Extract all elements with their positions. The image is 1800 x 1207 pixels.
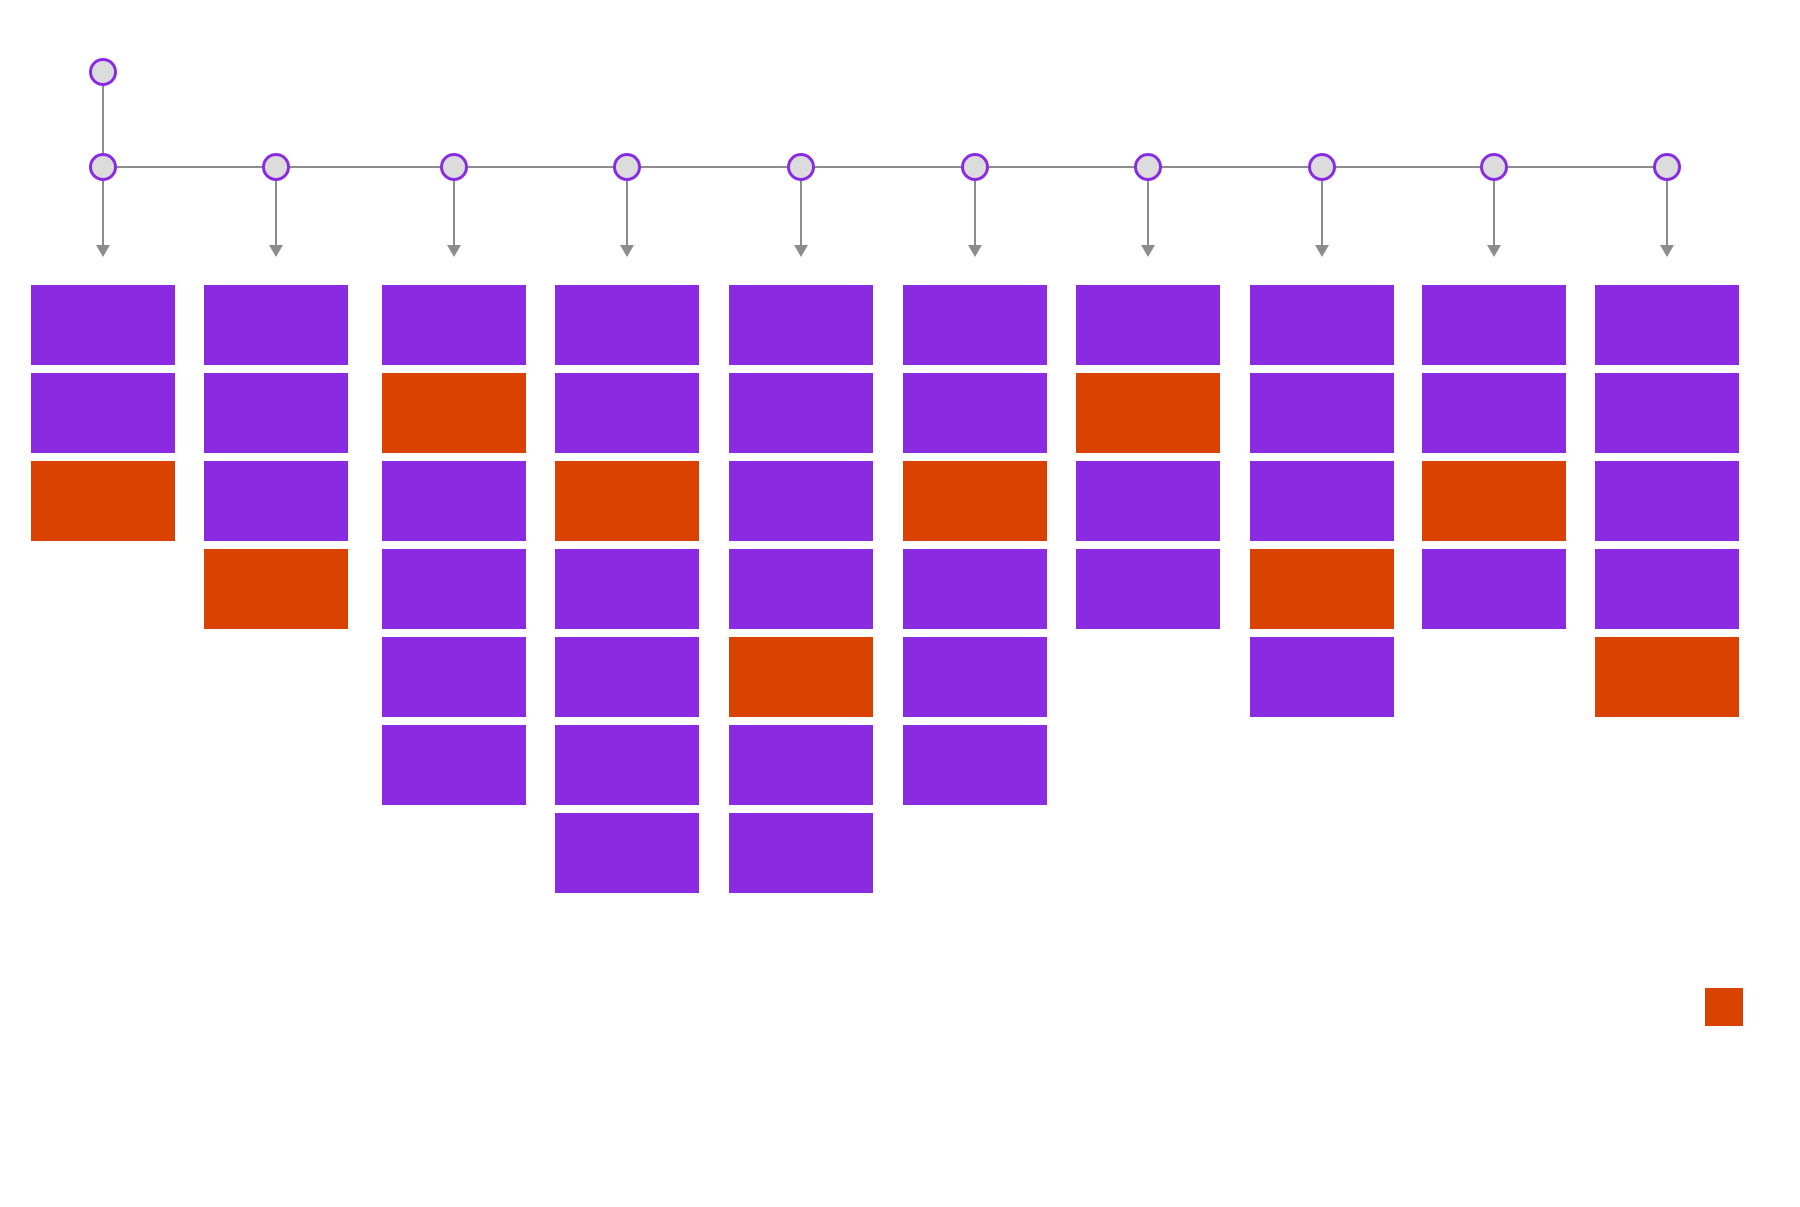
block-default-col-10-2 (1595, 373, 1739, 453)
block-default-col-4-4 (555, 549, 699, 629)
block-default-col-1-1 (31, 285, 175, 365)
arrow-head-col-5 (794, 245, 808, 257)
block-default-col-8-1 (1250, 285, 1394, 365)
branch-node-col-10 (1653, 153, 1681, 181)
legend (1705, 988, 1743, 1026)
block-default-col-3-1 (382, 285, 526, 365)
block-columns (31, 285, 1739, 893)
block-default-col-6-6 (903, 725, 1047, 805)
block-default-col-2-3 (204, 461, 348, 541)
block-default-col-8-2 (1250, 373, 1394, 453)
block-default-col-7-3 (1076, 461, 1220, 541)
arrow-head-col-3 (447, 245, 461, 257)
block-default-col-5-3 (729, 461, 873, 541)
block-default-col-9-2 (1422, 373, 1566, 453)
block-default-col-6-5 (903, 637, 1047, 717)
arrow-head-col-2 (269, 245, 283, 257)
block-default-col-5-1 (729, 285, 873, 365)
block-default-col-1-2 (31, 373, 175, 453)
block-default-col-10-4 (1595, 549, 1739, 629)
block-default-col-9-1 (1422, 285, 1566, 365)
branch-node-col-9 (1480, 153, 1508, 181)
arrow-head-col-9 (1487, 245, 1501, 257)
branch-node-col-4 (613, 153, 641, 181)
branch-node-col-8 (1308, 153, 1336, 181)
block-default-col-4-5 (555, 637, 699, 717)
block-highlight-col-7-2 (1076, 373, 1220, 453)
block-default-col-3-3 (382, 461, 526, 541)
block-default-col-6-2 (903, 373, 1047, 453)
arrow-head-col-6 (968, 245, 982, 257)
block-highlight-col-5-5 (729, 637, 873, 717)
branch-node-col-7 (1134, 153, 1162, 181)
root-node (89, 58, 117, 86)
block-default-col-8-5 (1250, 637, 1394, 717)
block-default-col-10-3 (1595, 461, 1739, 541)
branch-node-col-6 (961, 153, 989, 181)
block-default-col-6-1 (903, 285, 1047, 365)
block-default-col-5-6 (729, 725, 873, 805)
block-highlight-col-9-3 (1422, 461, 1566, 541)
block-default-col-4-6 (555, 725, 699, 805)
connector-layer (96, 84, 1674, 257)
arrow-head-col-10 (1660, 245, 1674, 257)
block-highlight-col-2-4 (204, 549, 348, 629)
arrow-head-col-7 (1141, 245, 1155, 257)
branch-node-col-2 (262, 153, 290, 181)
block-default-col-5-2 (729, 373, 873, 453)
block-default-col-5-4 (729, 549, 873, 629)
block-default-col-3-4 (382, 549, 526, 629)
block-default-col-7-4 (1076, 549, 1220, 629)
arrow-head-col-1 (96, 245, 110, 257)
block-default-col-6-4 (903, 549, 1047, 629)
block-default-col-3-6 (382, 725, 526, 805)
block-highlight-col-6-3 (903, 461, 1047, 541)
block-highlight-col-4-3 (555, 461, 699, 541)
block-default-col-2-1 (204, 285, 348, 365)
legend-swatch-highlight (1705, 988, 1743, 1026)
block-default-col-2-2 (204, 373, 348, 453)
arrow-head-col-8 (1315, 245, 1329, 257)
block-highlight-col-1-3 (31, 461, 175, 541)
branch-node-col-5 (787, 153, 815, 181)
block-highlight-col-10-5 (1595, 637, 1739, 717)
block-default-col-5-7 (729, 813, 873, 893)
block-default-col-3-5 (382, 637, 526, 717)
block-default-col-4-7 (555, 813, 699, 893)
block-default-col-4-1 (555, 285, 699, 365)
block-default-col-4-2 (555, 373, 699, 453)
block-highlight-col-3-2 (382, 373, 526, 453)
branch-node-col-1 (89, 153, 117, 181)
block-default-col-7-1 (1076, 285, 1220, 365)
block-highlight-col-8-4 (1250, 549, 1394, 629)
arrow-head-col-4 (620, 245, 634, 257)
branch-node-col-3 (440, 153, 468, 181)
node-layer (89, 58, 1681, 181)
block-default-col-10-1 (1595, 285, 1739, 365)
block-default-col-9-4 (1422, 549, 1566, 629)
block-default-col-8-3 (1250, 461, 1394, 541)
